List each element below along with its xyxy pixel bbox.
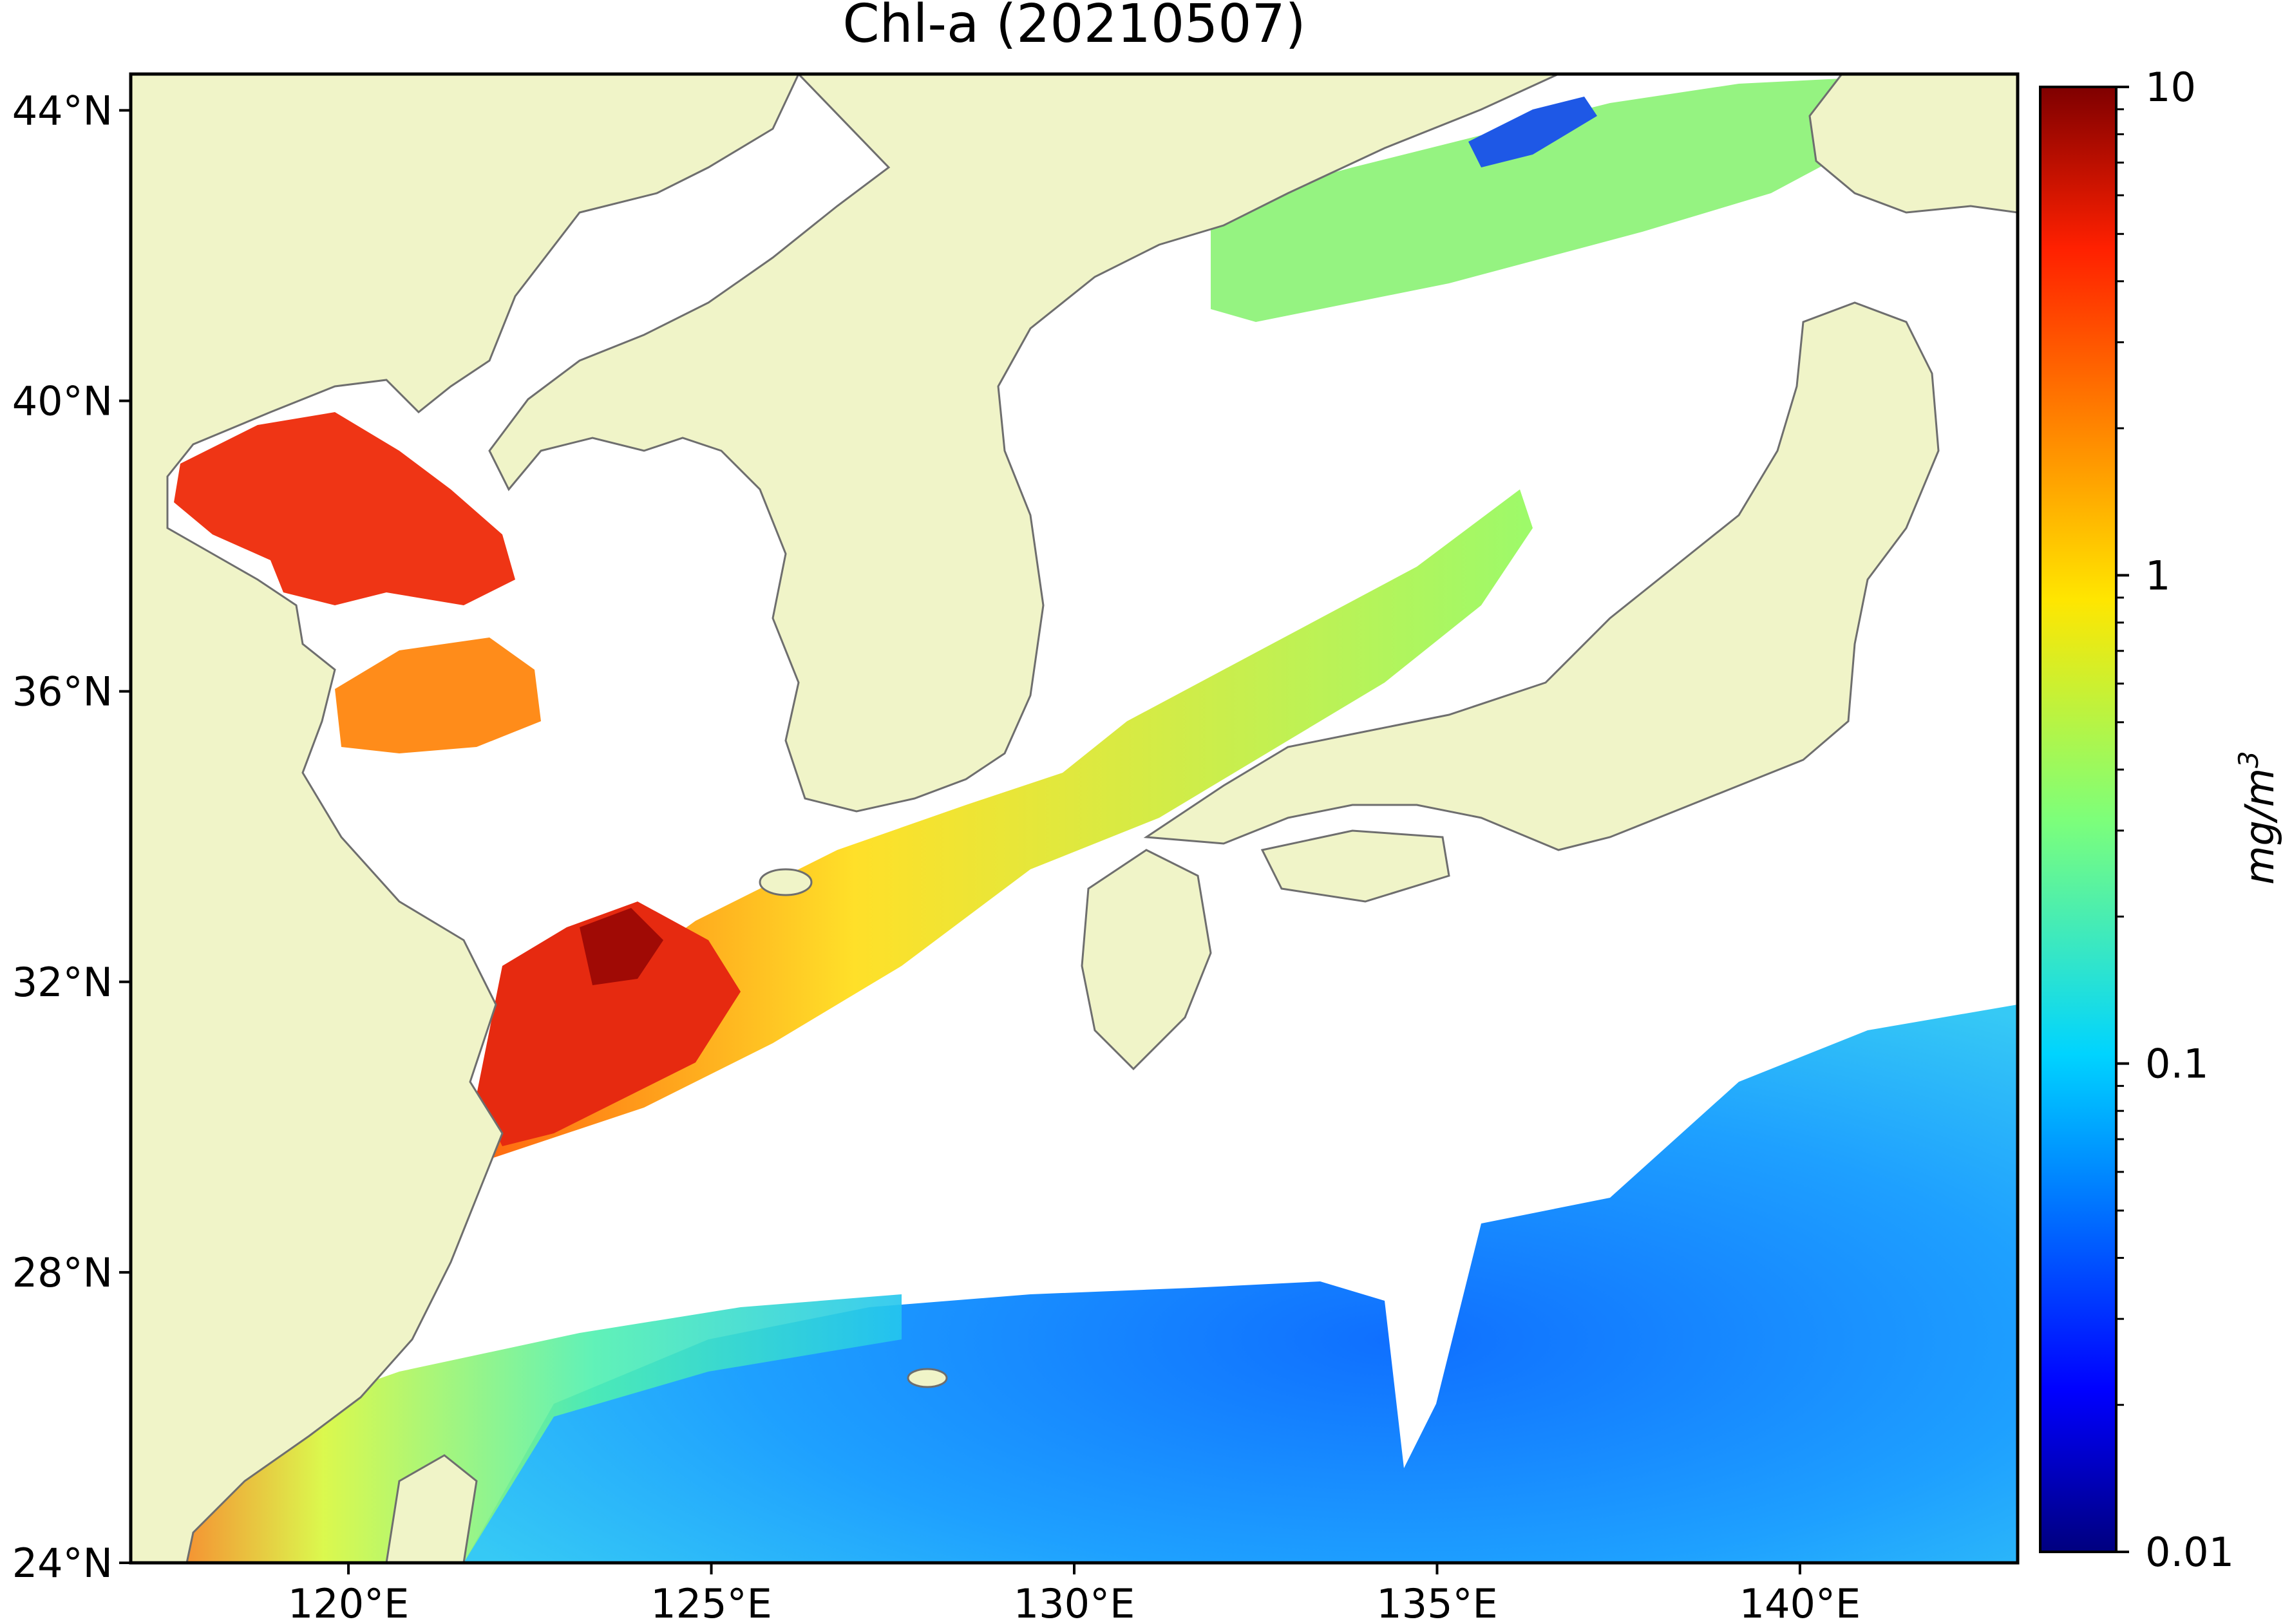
colorbar: [2039, 86, 2117, 1553]
land-taiwan: [385, 1454, 478, 1563]
lat-tick-label: 44°N: [12, 87, 113, 134]
land-okinawa: [907, 1368, 948, 1388]
japan-sea-chl: [1211, 77, 1932, 322]
colorbar-tick-label: 0.1: [2145, 1041, 2209, 1088]
bohai-chl: [174, 412, 515, 605]
longitude-axis: 120°E 125°E 130°E 135°E 140°E: [288, 1563, 1861, 1624]
colorbar-unit-label: mg/m3: [2233, 751, 2283, 885]
colorbar-tick-label: 10: [2145, 64, 2196, 111]
ecs-chl-band: [489, 489, 1533, 1159]
pacific-ocean-chl: [464, 1005, 2018, 1563]
lon-tick-label: 125°E: [650, 1580, 772, 1624]
land-shikoku: [1260, 829, 1450, 903]
colorbar-axis: 0.01 0.1 1 10: [2116, 64, 2234, 1576]
lat-tick-label: 36°N: [12, 668, 113, 715]
lat-tick-label: 24°N: [12, 1540, 113, 1587]
lon-tick-label: 130°E: [1014, 1580, 1135, 1624]
lon-tick-label: 140°E: [1739, 1580, 1861, 1624]
land-honshu: [1143, 301, 1940, 851]
land-jeju: [759, 868, 813, 896]
yellow-sea-chl: [335, 637, 541, 753]
colorbar-tick-label: 1: [2145, 552, 2170, 599]
yangtze-peak-chl: [580, 908, 663, 985]
japan-sea-blue-patch: [1468, 97, 1597, 167]
lat-tick-label: 28°N: [12, 1249, 113, 1296]
map-panel: [131, 74, 2018, 1563]
land-kyushu: [1081, 849, 1212, 1071]
land-korea: [488, 74, 1559, 813]
yangtze-plume-chl: [477, 902, 741, 1146]
land-china: [131, 74, 800, 1563]
south-coastal-chl: [131, 1294, 902, 1563]
lat-tick-label: 40°N: [12, 378, 113, 425]
map-title: Chl-a (20210507): [842, 0, 1305, 55]
lon-tick-label: 135°E: [1376, 1580, 1498, 1624]
lon-tick-label: 120°E: [288, 1580, 410, 1624]
lat-tick-label: 32°N: [12, 959, 113, 1006]
latitude-axis: 24°N 28°N 32°N 36°N 40°N 44°N: [12, 87, 131, 1587]
land-hokkaido: [1808, 74, 2018, 214]
colorbar-tick-label: 0.01: [2145, 1529, 2234, 1576]
